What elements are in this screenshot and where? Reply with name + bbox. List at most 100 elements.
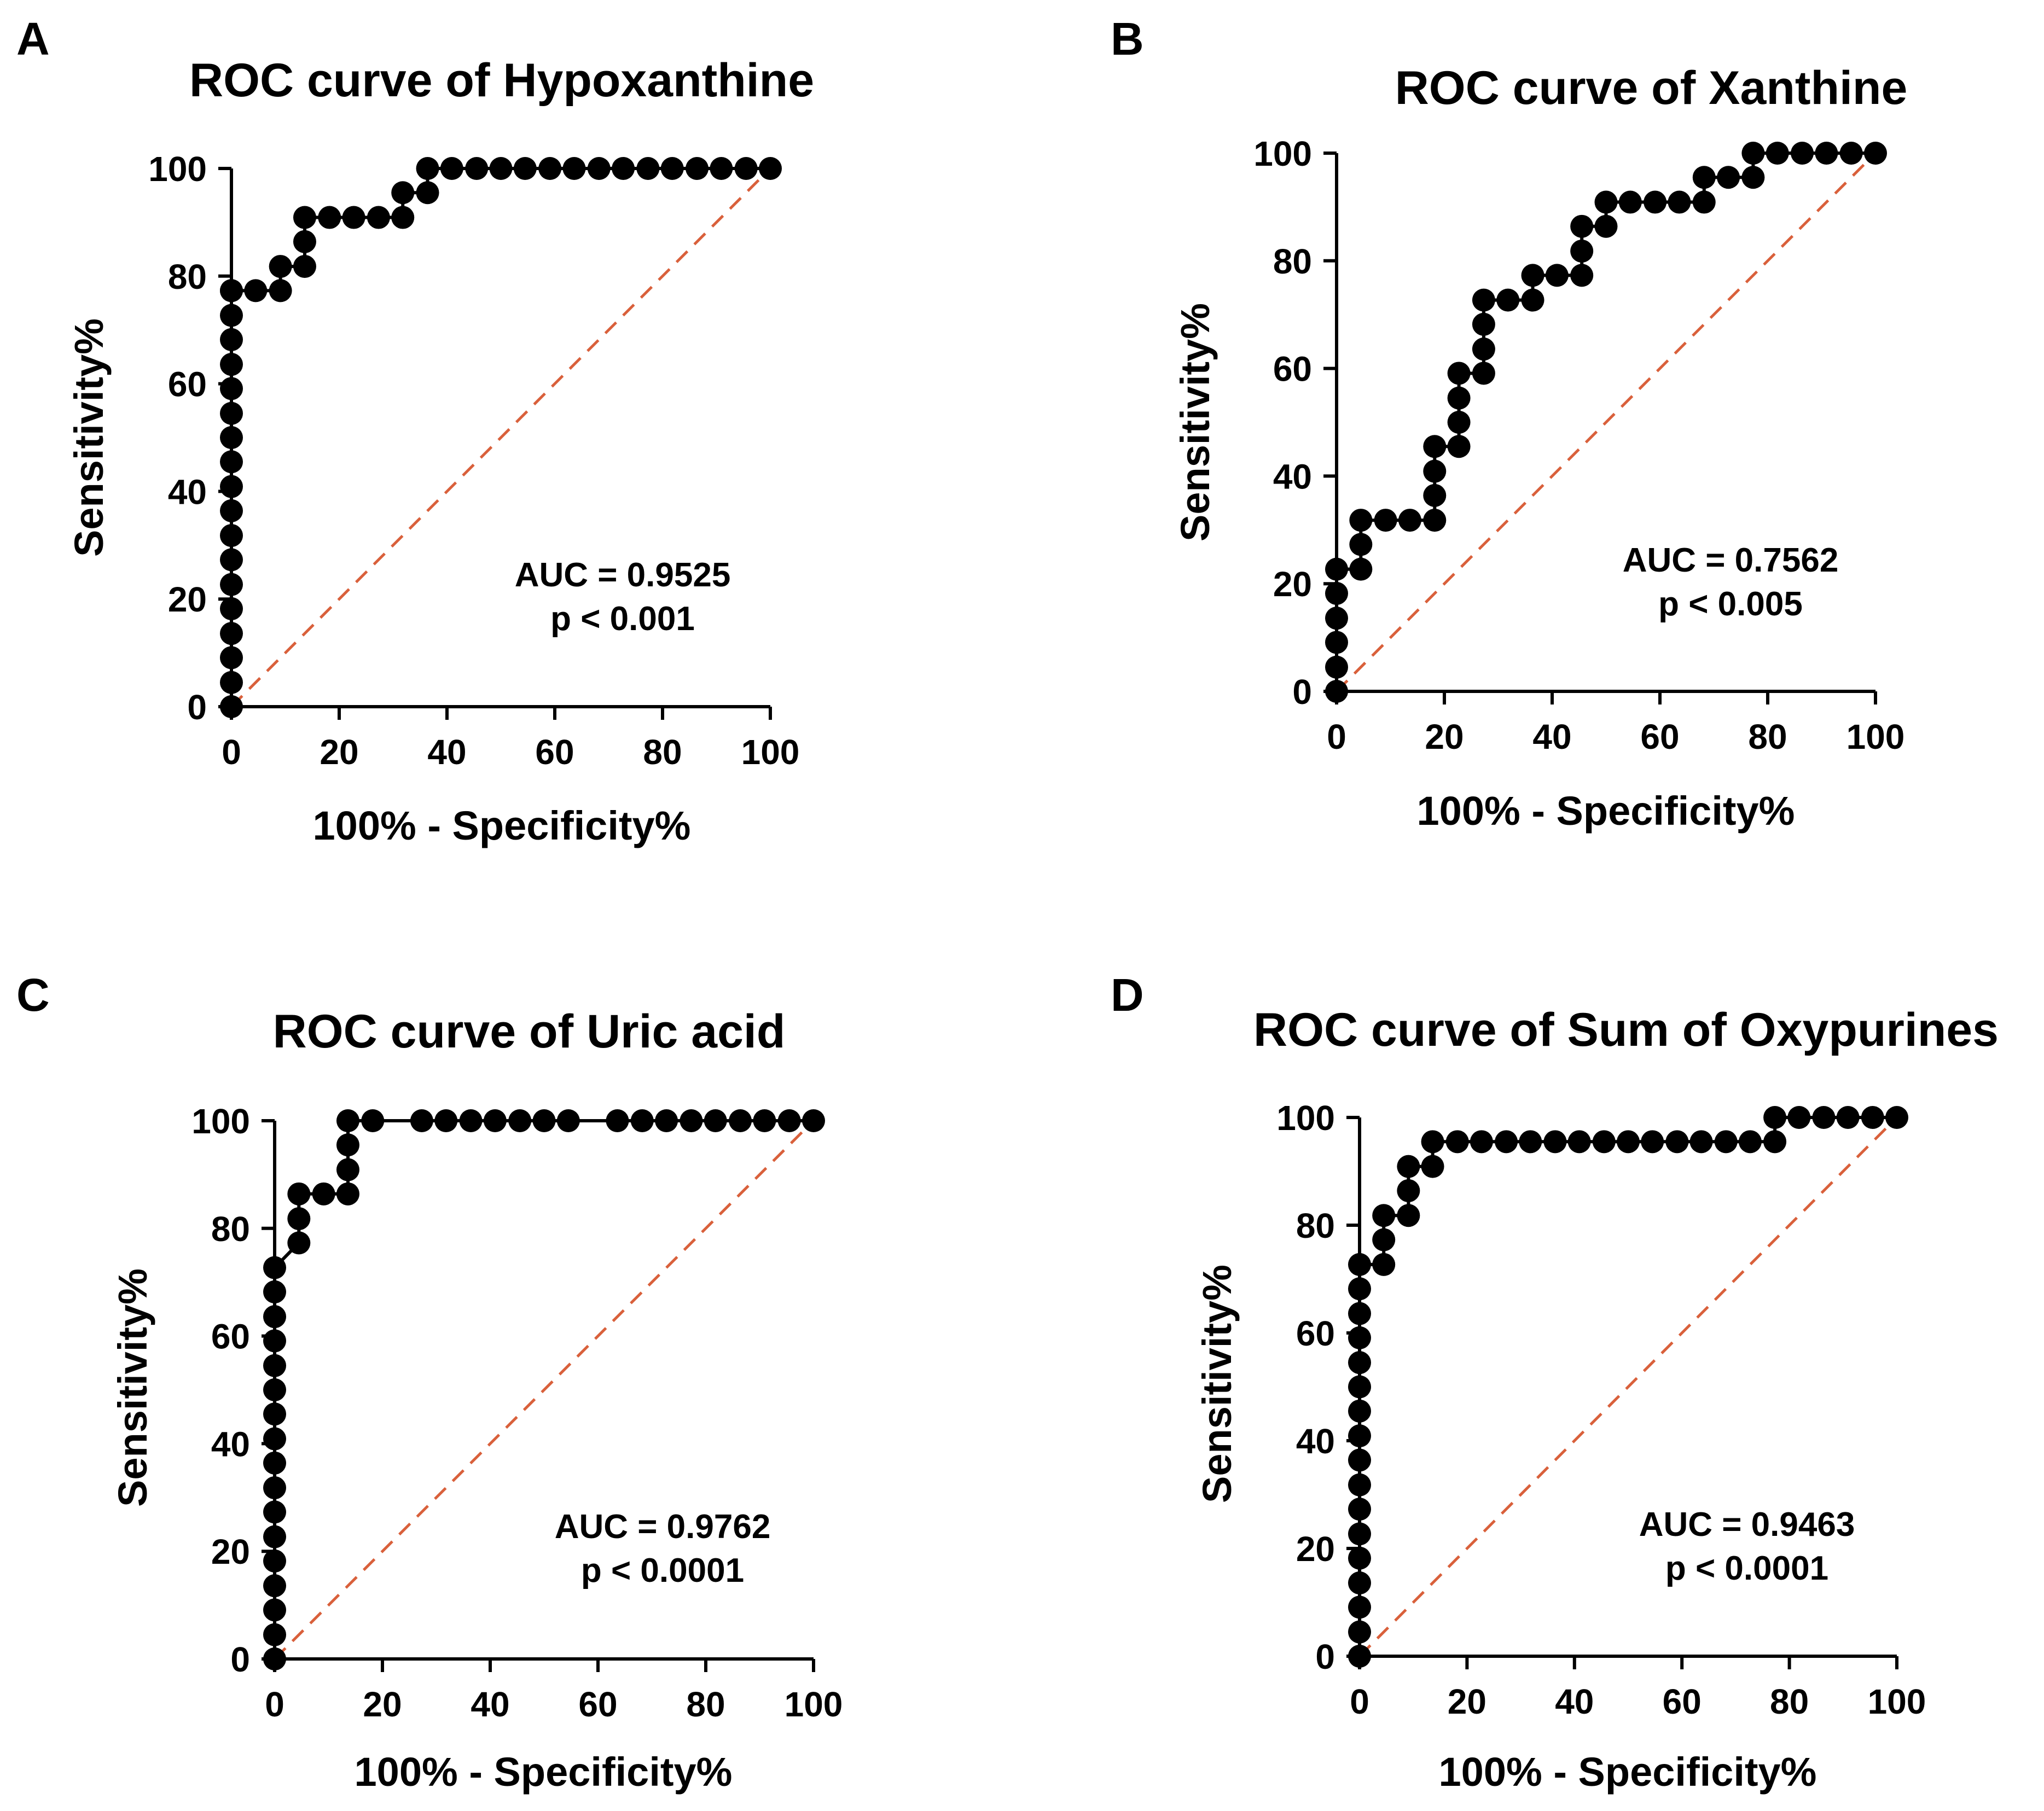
roc-data-point <box>1447 435 1471 458</box>
panel-d: D ROC curve of Sum of Oxypurines 100% - … <box>1111 969 1999 1795</box>
roc-data-point <box>391 206 415 229</box>
roc-data-point <box>802 1109 825 1132</box>
roc-data-point <box>263 1598 286 1622</box>
roc-data-point <box>1592 1130 1616 1154</box>
roc-data-point <box>220 328 243 351</box>
roc-data-point <box>440 157 463 180</box>
roc-data-point <box>710 157 733 180</box>
roc-data-point <box>538 157 562 180</box>
roc-data-point <box>587 157 611 180</box>
roc-data-point <box>1421 1155 1444 1178</box>
roc-data-point <box>263 1623 286 1646</box>
roc-data-point <box>1495 1130 1518 1154</box>
roc-data-point <box>1594 190 1618 214</box>
reference-diagonal-line <box>230 167 771 708</box>
roc-data-point <box>263 1305 286 1329</box>
roc-data-point <box>630 1109 654 1132</box>
roc-data-point <box>220 304 243 327</box>
chart-title: ROC curve of Sum of Oxypurines <box>1253 1004 1999 1056</box>
roc-data-point <box>1423 484 1447 507</box>
roc-data-point <box>263 1256 286 1279</box>
auc-label: AUC = 0.9762 <box>555 1508 771 1546</box>
roc-data-point <box>1714 1130 1738 1154</box>
roc-data-point <box>1665 1130 1689 1154</box>
roc-data-point <box>220 695 243 718</box>
roc-data-point <box>434 1109 458 1132</box>
y-tick-label: 20 <box>1296 1529 1335 1569</box>
roc-data-point <box>269 255 292 278</box>
reference-diagonal-line <box>274 1120 815 1660</box>
roc-data-point <box>1421 1130 1444 1154</box>
x-tick-label: 100 <box>785 1685 843 1724</box>
y-tick-label: 60 <box>211 1317 250 1356</box>
roc-data-point <box>1570 264 1594 287</box>
roc-data-point <box>1423 509 1447 532</box>
roc-data-point <box>1815 142 1838 165</box>
roc-data-point <box>1348 1645 1371 1668</box>
x-tick-label: 20 <box>363 1685 402 1724</box>
roc-data-point <box>465 157 489 180</box>
p-value-label: p < 0.0001 <box>1665 1550 1828 1587</box>
roc-data-point <box>1348 1546 1371 1570</box>
reference-diagonal-line <box>1358 1116 1898 1657</box>
roc-data-point <box>263 1378 286 1401</box>
roc-data-point <box>1717 166 1740 189</box>
y-axis-label: Sensitivity% <box>66 318 112 557</box>
panel-b: B ROC curve of Xanthine 100% - Specifici… <box>1111 13 1907 834</box>
roc-data-point <box>336 1158 359 1181</box>
roc-data-point <box>1472 312 1495 336</box>
x-tick-label: 20 <box>320 732 358 772</box>
roc-data-point <box>220 353 243 376</box>
roc-data-point <box>1447 411 1471 434</box>
roc-data-point <box>391 181 415 205</box>
x-tick-label: 40 <box>427 732 466 772</box>
roc-data-point <box>1641 1130 1664 1154</box>
y-tick-label: 20 <box>211 1532 250 1571</box>
y-tick-label: 0 <box>1292 672 1312 712</box>
y-axis-label: Sensitivity% <box>110 1268 155 1507</box>
x-tick-label: 80 <box>686 1685 725 1724</box>
roc-data-point <box>287 1207 311 1231</box>
roc-data-point <box>606 1109 629 1132</box>
roc-data-point <box>1348 1399 1371 1423</box>
roc-data-point <box>269 279 292 302</box>
roc-data-point <box>1545 264 1569 287</box>
roc-data-point <box>1397 1204 1420 1227</box>
roc-data-point <box>1348 1620 1371 1644</box>
roc-data-point <box>1472 288 1495 312</box>
roc-data-point <box>1594 214 1618 238</box>
roc-data-point <box>1741 142 1765 165</box>
x-tick-label: 0 <box>265 1685 284 1724</box>
p-value-label: p < 0.001 <box>550 600 695 638</box>
roc-data-point <box>263 1402 286 1426</box>
roc-data-point <box>220 499 243 522</box>
panel-letter: C <box>16 969 50 1021</box>
roc-data-point <box>1447 386 1471 410</box>
roc-data-point <box>612 157 635 180</box>
roc-data-point <box>416 181 439 205</box>
x-tick-label: 80 <box>1770 1682 1809 1721</box>
roc-data-point <box>1766 142 1789 165</box>
roc-data-point <box>729 1109 752 1132</box>
roc-data-point <box>1570 240 1594 263</box>
roc-data-point <box>220 622 243 645</box>
roc-data-point <box>293 255 316 278</box>
roc-data-point <box>220 573 243 596</box>
roc-data-point <box>1372 1228 1396 1251</box>
x-tick-label: 20 <box>1425 717 1464 756</box>
roc-data-point <box>777 1109 801 1132</box>
roc-data-point <box>220 646 243 669</box>
roc-data-point <box>220 426 243 449</box>
x-tick-label: 0 <box>1350 1682 1369 1721</box>
y-axis-label: Sensitivity% <box>1172 303 1218 541</box>
roc-data-point <box>636 157 660 180</box>
y-tick-label: 0 <box>187 688 207 727</box>
x-tick-label: 60 <box>535 732 574 772</box>
roc-data-point <box>263 1525 286 1548</box>
roc-data-point <box>1885 1106 1908 1129</box>
roc-data-point <box>293 230 316 253</box>
x-axis-label: 100% - Specificity% <box>1439 1749 1817 1795</box>
roc-data-point <box>367 206 390 229</box>
x-tick-label: 40 <box>471 1685 509 1724</box>
